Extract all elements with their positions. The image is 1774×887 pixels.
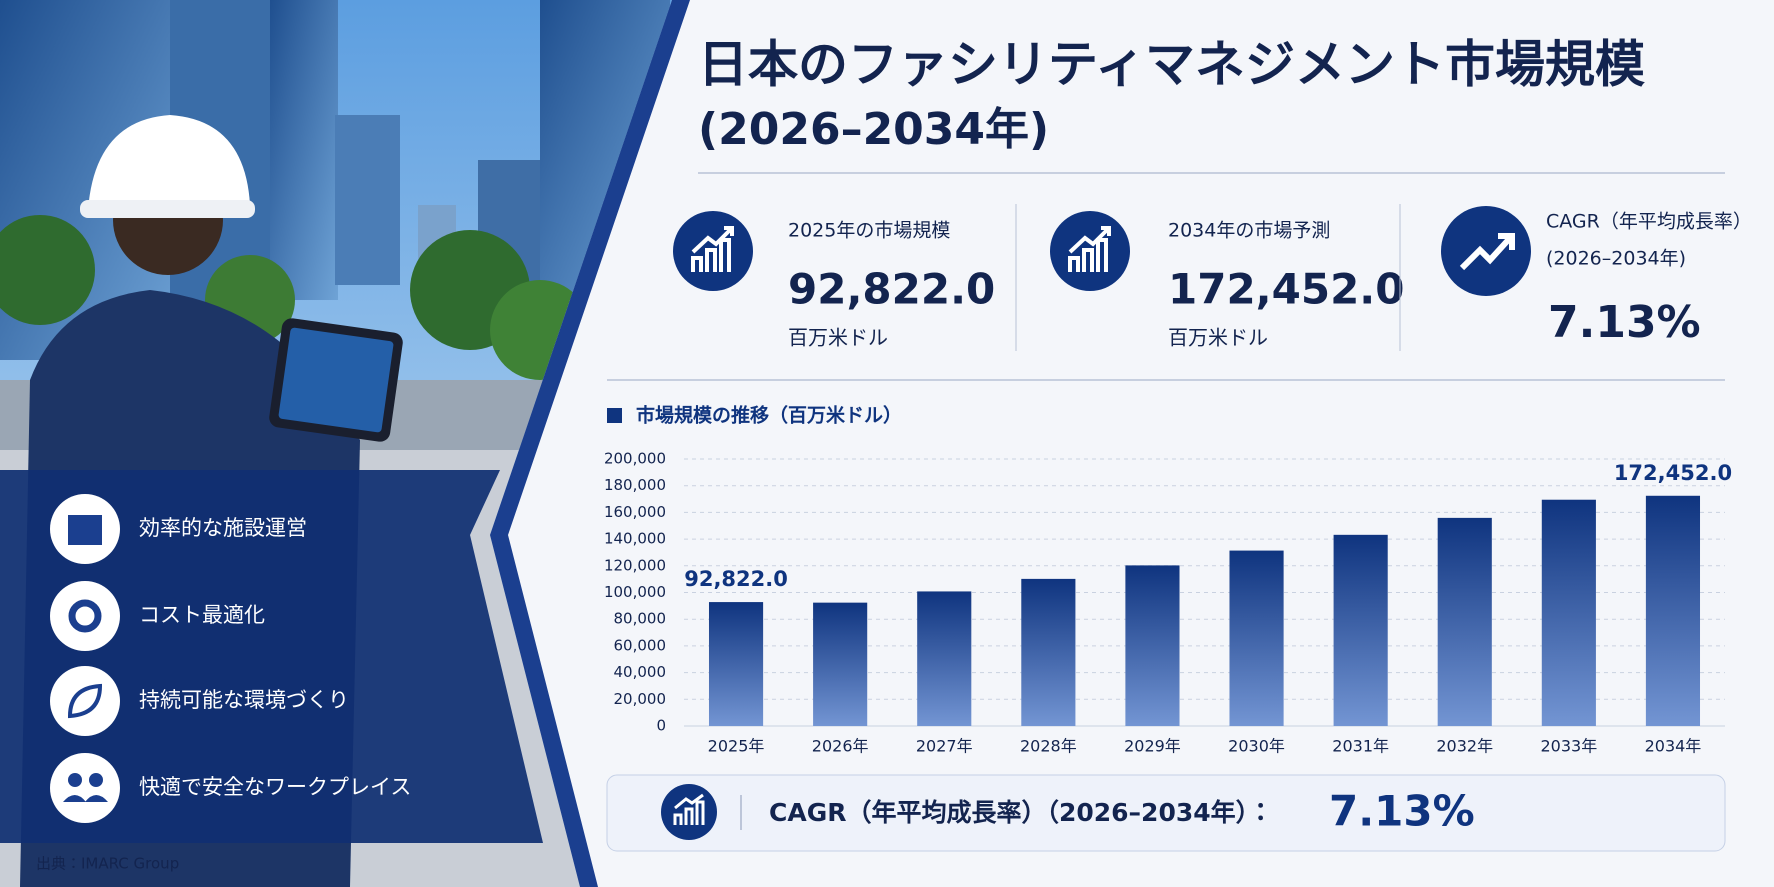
bar: [1125, 565, 1180, 726]
kpi-sublabel: (2026–2034年): [1546, 248, 1686, 270]
bar: [1333, 534, 1388, 726]
banner-icon-glyph: [673, 793, 705, 825]
value-label: 92,822.0: [684, 567, 788, 591]
x-tick-label: 2032年: [1436, 737, 1493, 756]
feature-icon: [50, 581, 120, 651]
kpi-icon-glyph: [1459, 233, 1515, 271]
y-tick-label: 200,000: [604, 450, 666, 468]
source: 出典：IMARC Group: [36, 855, 179, 873]
bar: [1437, 517, 1492, 726]
kpi-icon-glyph: [1068, 226, 1111, 272]
feature-text: 効率的な施設運営: [139, 516, 307, 540]
feature-icon: [50, 753, 120, 823]
feature-icon-glyph: [68, 773, 82, 787]
kpi-unit: 百万米ドル: [788, 326, 888, 350]
y-tick-label: 60,000: [614, 636, 667, 654]
feature-icon-glyph: [67, 683, 103, 719]
feature-icon-glyph: [68, 515, 102, 545]
x-tick-label: 2030年: [1228, 737, 1285, 756]
diagonal-stripe: [490, 0, 690, 887]
y-tick-label: 100,000: [604, 583, 666, 601]
kpi-label: CAGR（年平均成長率）: [1546, 211, 1752, 233]
y-tick-label: 120,000: [604, 556, 666, 574]
subtitle: (2026–2034年): [698, 104, 1049, 155]
feature-text: 快適で安全なワークプレイス: [139, 775, 411, 799]
bar: [917, 591, 972, 726]
y-tick-label: 80,000: [614, 610, 667, 628]
x-tick-label: 2028年: [1020, 737, 1077, 756]
bar: [1229, 550, 1284, 726]
y-tick-label: 180,000: [604, 476, 666, 494]
feature-icon: [50, 666, 120, 736]
chart-title-marker: [607, 408, 622, 423]
feature-icon-glyph: [63, 795, 108, 802]
kpi-icon-glyph: [691, 226, 734, 272]
feature-text: 持続可能な環境づくり: [139, 688, 349, 712]
x-tick-label: 2026年: [812, 737, 869, 756]
y-tick-label: 140,000: [604, 530, 666, 548]
x-tick-label: 2029年: [1124, 737, 1181, 756]
y-tick-label: 40,000: [614, 663, 667, 681]
title: 日本のファシリティマネジメント市場規模: [698, 36, 1645, 94]
banner-value: 7.13%: [1329, 787, 1475, 836]
feature-icon-glyph: [89, 773, 103, 787]
kpi-value: 92,822.0: [788, 265, 995, 314]
feature-panel: [0, 470, 543, 843]
kpi-unit: 百万米ドル: [1168, 326, 1268, 350]
x-tick-label: 2025年: [708, 737, 765, 756]
value-label: 172,452.0: [1614, 461, 1732, 485]
x-tick-label: 2033年: [1540, 737, 1597, 756]
x-tick-label: 2027年: [916, 737, 973, 756]
y-tick-label: 160,000: [604, 503, 666, 521]
feature-list: 効率的な施設運営 コスト最適化 持続可能な環境づくり 快適で安全なワークプレイス: [50, 494, 411, 823]
bar: [1021, 578, 1076, 726]
y-tick-label: 0: [656, 717, 666, 735]
kpi-row: 2025年の市場規模 92,822.0 百万米ドル 2034年の市場予測 172…: [673, 204, 1752, 351]
banner-label: CAGR（年平均成長率）（2026–2034年）：: [769, 798, 1273, 827]
chart-title: 市場規模の推移（百万米ドル）: [636, 404, 902, 427]
y-tick-label: 20,000: [614, 690, 667, 708]
kpi-label: 2034年の市場予測: [1168, 220, 1330, 242]
kpi-icon: [1441, 206, 1531, 296]
feature-icon-glyph: [68, 599, 102, 633]
kpi-label: 2025年の市場規模: [788, 220, 950, 242]
bar: [1541, 499, 1596, 726]
x-tick-label: 2031年: [1332, 737, 1389, 756]
bar-chart: 0 20,000 40,000 60,000 80,000 100,000 120,000 1…: [604, 450, 1732, 756]
feature-text: コスト最適化: [139, 603, 265, 627]
kpi-value: 172,452.0: [1168, 265, 1404, 314]
bar: [813, 602, 868, 726]
bar: [1645, 495, 1701, 726]
cagr-banner: [606, 774, 1726, 852]
kpi-value: 7.13%: [1548, 297, 1701, 348]
banner-icon: [661, 784, 717, 840]
bar: [708, 602, 764, 726]
x-tick-label: 2034年: [1645, 737, 1702, 756]
